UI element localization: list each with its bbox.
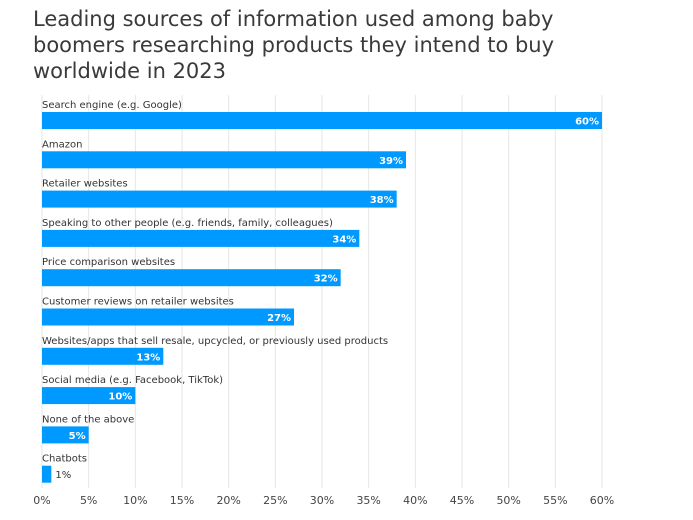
bar — [42, 387, 136, 405]
category-label: Social media (e.g. Facebook, TikTok) — [42, 375, 223, 386]
category-label: Speaking to other people (e.g. friends, … — [42, 218, 333, 229]
data-label: 5% — [69, 431, 86, 442]
x-tick-label: 55% — [543, 494, 567, 507]
x-tick-label: 5% — [80, 494, 97, 507]
x-tick-label: 60% — [590, 494, 614, 507]
data-label: 34% — [332, 234, 356, 245]
x-tick-label: 15% — [170, 494, 194, 507]
bar — [42, 347, 164, 365]
bar — [42, 112, 602, 129]
x-tick-label: 30% — [310, 494, 334, 507]
category-label: Websites/apps that sell resale, upcycled… — [42, 336, 388, 347]
data-label: 38% — [370, 195, 394, 206]
bar — [42, 465, 52, 483]
bar — [42, 426, 89, 444]
bar — [42, 229, 360, 247]
x-tick-label: 10% — [123, 494, 147, 507]
x-tick-label: 35% — [356, 494, 380, 507]
category-label: None of the above — [42, 414, 134, 425]
data-label: 32% — [314, 274, 338, 285]
x-tick-label: 50% — [496, 494, 520, 507]
bar — [42, 190, 397, 208]
category-label: Chatbots — [42, 454, 87, 465]
x-tick-label: 0% — [33, 494, 50, 507]
data-label: 1% — [55, 470, 71, 481]
data-label: 13% — [136, 352, 160, 363]
chart-title: Leading sources of information used amon… — [33, 7, 555, 83]
x-tick-label: 20% — [216, 494, 240, 507]
data-label: 60% — [575, 117, 599, 128]
category-label: Customer reviews on retailer websites — [42, 297, 234, 308]
data-label: 39% — [379, 156, 403, 167]
data-label: 27% — [267, 313, 291, 324]
x-tick-label: 40% — [403, 494, 427, 507]
bar — [42, 308, 294, 326]
bar — [42, 269, 341, 287]
data-label: 10% — [108, 392, 132, 403]
bars-layer: Search engine (e.g. Google) 60% Amazon 39% R… — [42, 100, 602, 483]
x-tick-label: 25% — [263, 494, 287, 507]
category-label: Retailer websites — [42, 179, 128, 190]
category-label: Amazon — [42, 139, 82, 150]
x-tick-label: 45% — [450, 494, 474, 507]
bar — [42, 151, 406, 169]
x-axis: 0% 5% 10% 15% 20% 25% 30% 35% 40% 45% 50% 55% 60% — [33, 494, 614, 507]
category-label: Search engine (e.g. Google) — [42, 100, 182, 111]
category-label: Price comparison websites — [42, 257, 175, 268]
